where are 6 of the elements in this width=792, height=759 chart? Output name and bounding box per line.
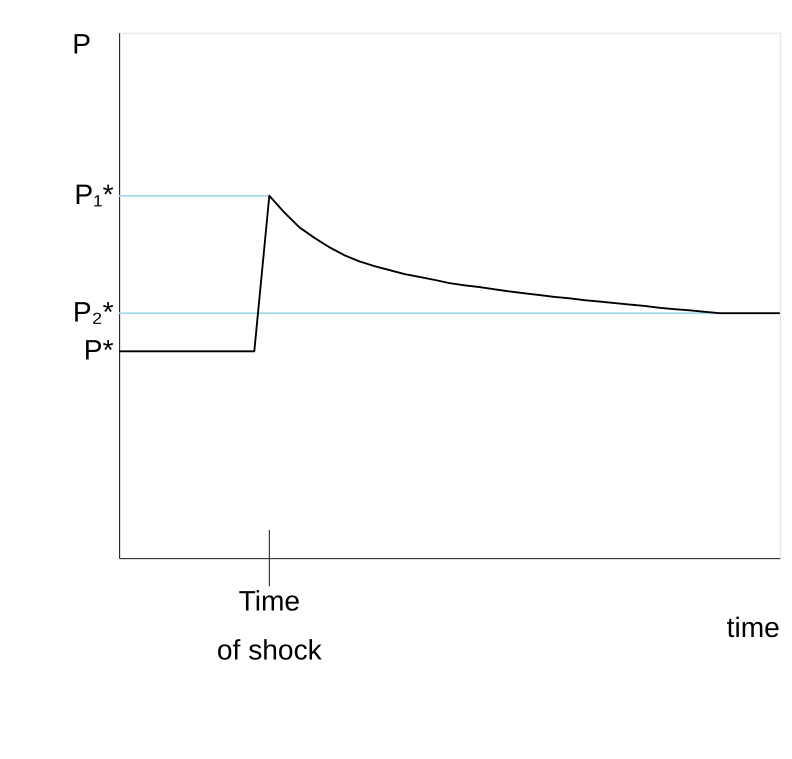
text: Time of shock [216,586,323,666]
series-label: P₂* [72,296,114,328]
x-axis-title: time [726,612,780,644]
y-axis-title: P [72,28,92,60]
series-label: P₁* [74,179,114,210]
series-label: P* [84,334,114,366]
